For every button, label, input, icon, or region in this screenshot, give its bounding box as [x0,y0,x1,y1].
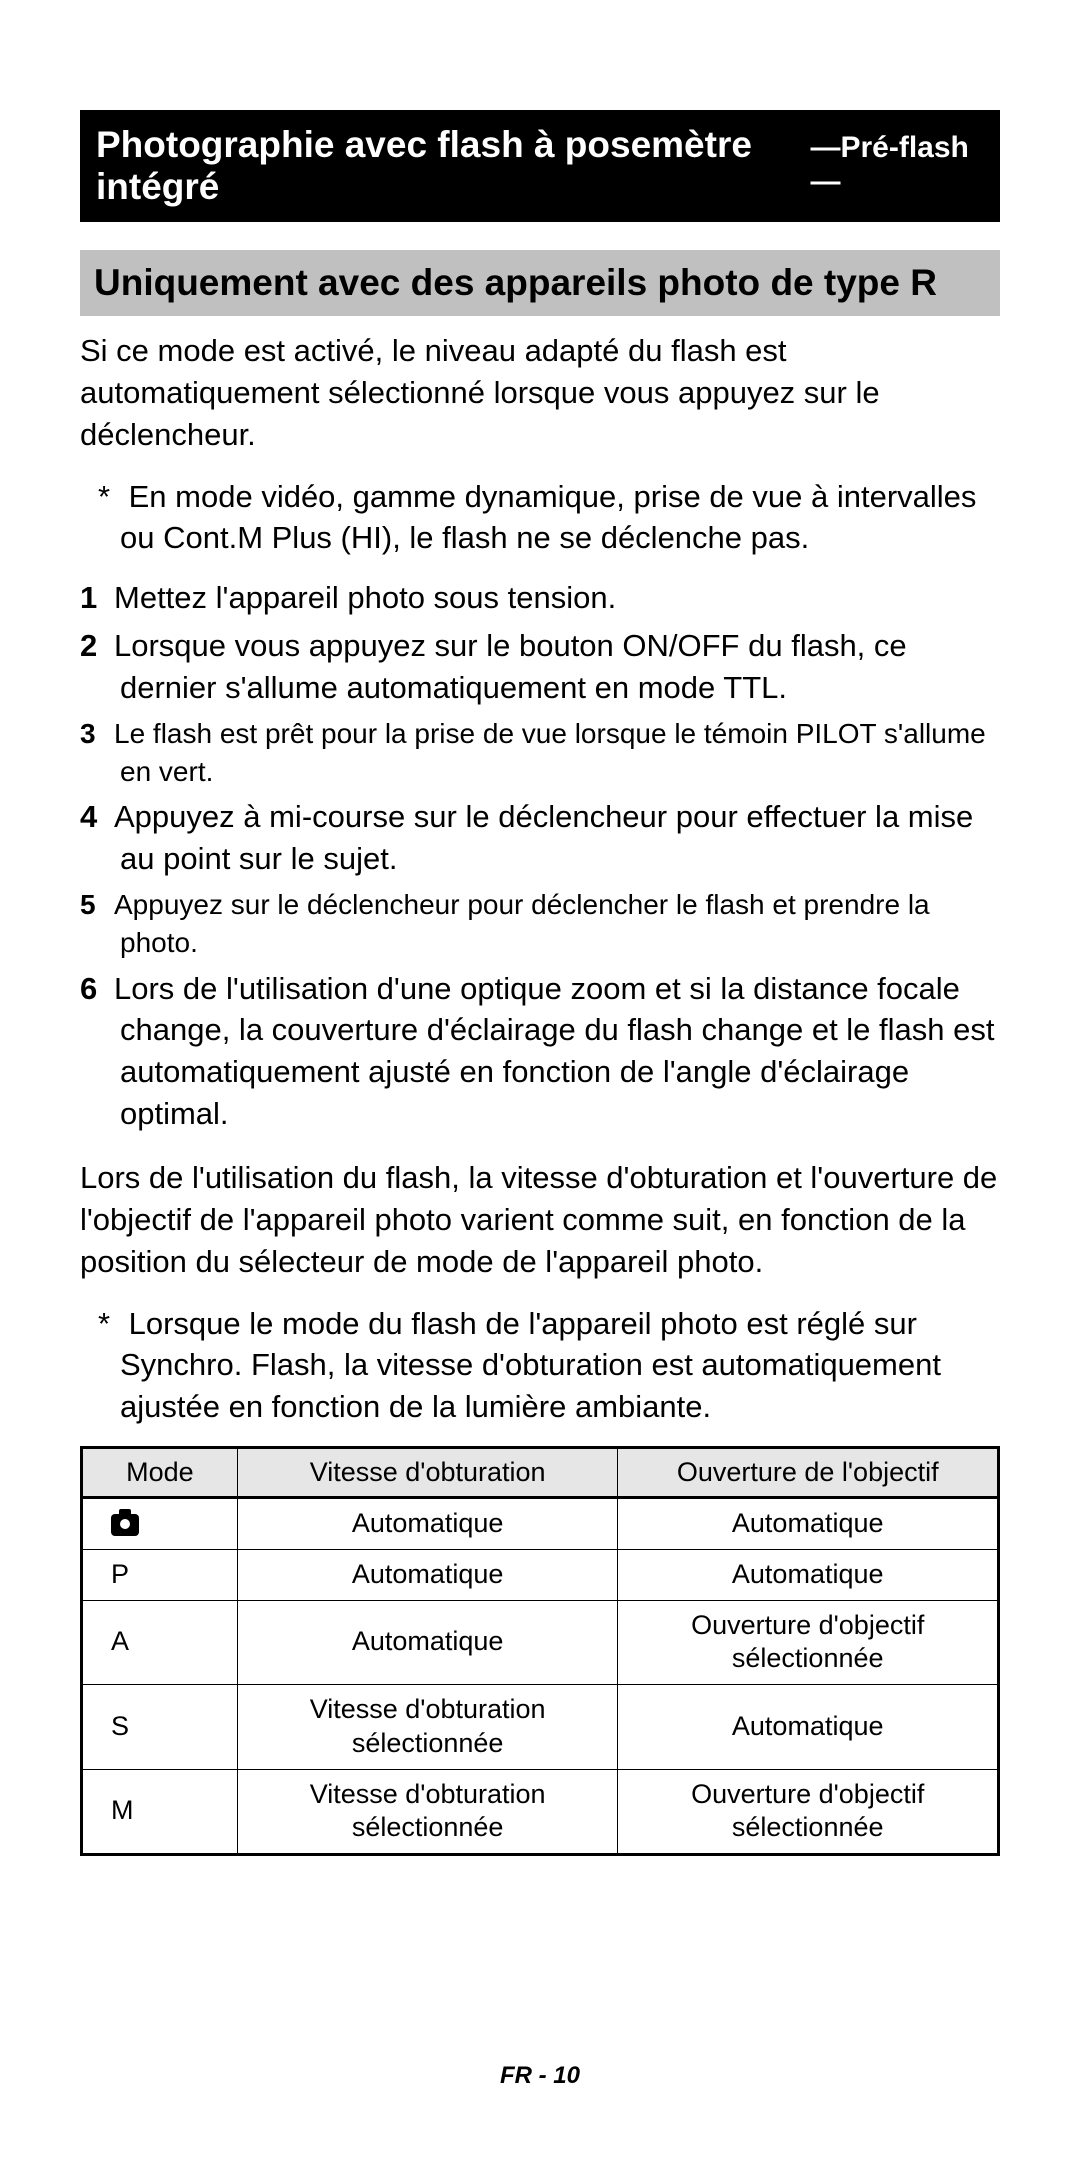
table-row: AAutomatiqueOuverture d'objectif sélecti… [82,1600,999,1685]
page-footer: FR - 10 [0,2062,1080,2090]
table-cell-aperture: Automatique [618,1498,999,1550]
step-text: Mettez l'appareil photo sous tension. [114,580,616,615]
note-1-text: En mode vidéo, gamme dynamique, prise de… [120,479,976,556]
table-cell-mode: S [82,1685,238,1770]
step-number: 5 [80,886,114,924]
note-2: * Lorsque le mode du flash de l'appareil… [80,1303,1000,1429]
intro-paragraph: Si ce mode est activé, le niveau adapté … [80,330,1000,456]
page-title-sub: —Pré-flash — [810,131,984,199]
table-header-shutter: Vitesse d'obturation [237,1448,618,1498]
step-number: 6 [80,968,114,1010]
step-text: Lorsque vous appuyez sur le bouton ON/OF… [114,628,907,705]
step-item: 5Appuyez sur le déclencheur pour déclenc… [80,886,1000,962]
table-cell-shutter: Vitesse d'obturation sélectionnée [237,1685,618,1770]
step-number: 2 [80,625,114,667]
step-item: 2Lorsque vous appuyez sur le bouton ON/O… [80,625,1000,709]
step-number: 4 [80,796,114,838]
steps-list: 1Mettez l'appareil photo sous tension.2L… [80,577,1000,1135]
step-item: 6Lors de l'utilisation d'une optique zoo… [80,968,1000,1135]
table-cell-aperture: Automatique [618,1685,999,1770]
subtitle-bar: Uniquement avec des appareils photo de t… [80,250,1000,316]
table-cell-shutter: Automatique [237,1498,618,1550]
page-title-bar: Photographie avec flash à posemètre inté… [80,110,1000,222]
table-cell-mode: A [82,1600,238,1685]
step-text: Le flash est prêt pour la prise de vue l… [114,718,986,787]
step-item: 3Le flash est prêt pour la prise de vue … [80,715,1000,791]
table-cell-aperture: Ouverture d'objectif sélectionnée [618,1769,999,1855]
table-cell-shutter: Automatique [237,1549,618,1600]
step-item: 4Appuyez à mi-course sur le déclencheur … [80,796,1000,880]
table-header-aperture: Ouverture de l'objectif [618,1448,999,1498]
asterisk-icon: * [98,476,120,518]
table-row: MVitesse d'obturation sélectionnéeOuvert… [82,1769,999,1855]
step-number: 3 [80,715,114,753]
table-cell-mode: P [82,1549,238,1600]
note-1: * En mode vidéo, gamme dynamique, prise … [80,476,1000,560]
table-row: SVitesse d'obturation sélectionnéeAutoma… [82,1685,999,1770]
step-text: Appuyez à mi-course sur le déclencheur p… [114,799,973,876]
table-row: AutomatiqueAutomatique [82,1498,999,1550]
paragraph-2: Lors de l'utilisation du flash, la vites… [80,1157,1000,1283]
step-number: 1 [80,577,114,619]
table-cell-mode: M [82,1769,238,1855]
table-cell-shutter: Automatique [237,1600,618,1685]
mode-table: Mode Vitesse d'obturation Ouverture de l… [80,1446,1000,1856]
table-cell-shutter: Vitesse d'obturation sélectionnée [237,1769,618,1855]
table-cell-aperture: Automatique [618,1549,999,1600]
camera-icon [111,1514,139,1536]
note-2-text: Lorsque le mode du flash de l'appareil p… [120,1306,941,1425]
step-text: Appuyez sur le déclencheur pour déclench… [114,889,930,958]
table-row: PAutomatiqueAutomatique [82,1549,999,1600]
table-cell-mode [82,1498,238,1550]
asterisk-icon: * [98,1303,120,1345]
page-title-main: Photographie avec flash à posemètre inté… [96,124,792,208]
mode-table-body: AutomatiqueAutomatiquePAutomatiqueAutoma… [82,1498,999,1855]
step-item: 1Mettez l'appareil photo sous tension. [80,577,1000,619]
table-cell-aperture: Ouverture d'objectif sélectionnée [618,1600,999,1685]
step-text: Lors de l'utilisation d'une optique zoom… [114,971,994,1132]
table-header-mode: Mode [82,1448,238,1498]
